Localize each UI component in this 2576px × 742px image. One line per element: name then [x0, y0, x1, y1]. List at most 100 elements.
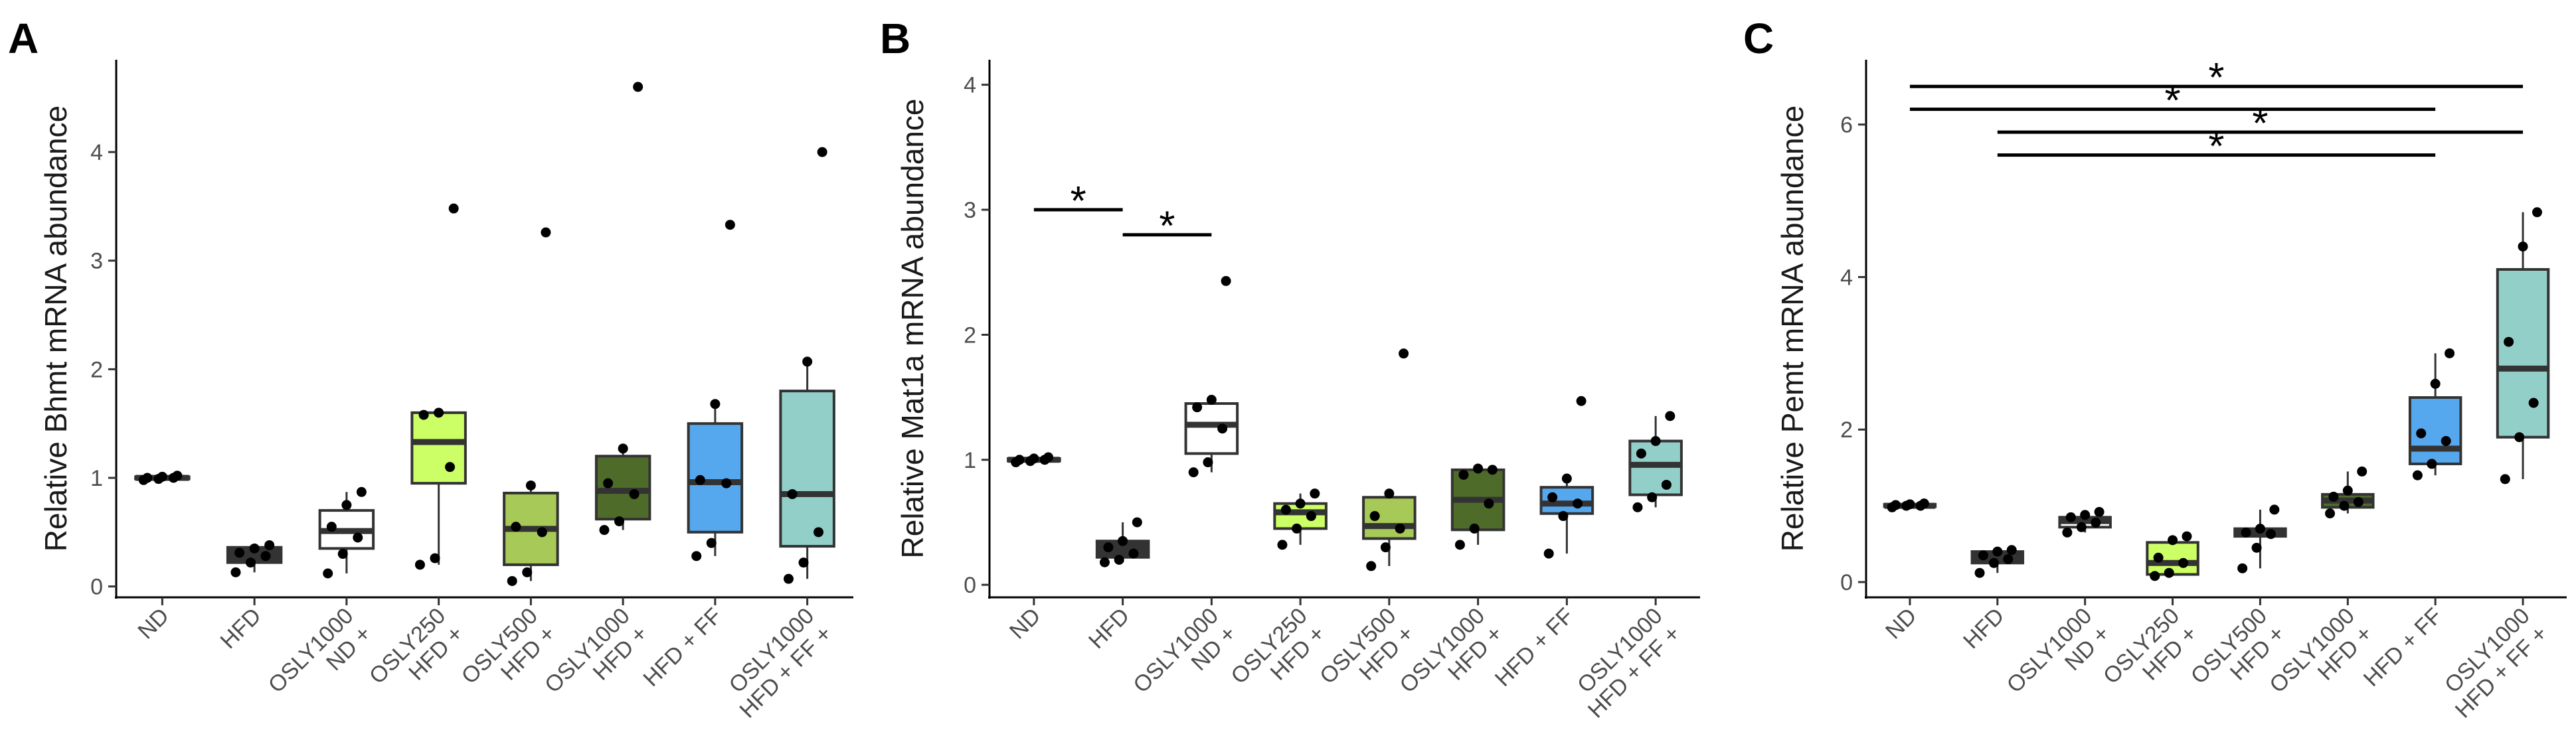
data-point: [2076, 522, 2087, 532]
data-point: [1310, 488, 1320, 499]
data-point: [2514, 432, 2525, 443]
data-point: [2094, 506, 2104, 517]
data-point: [1661, 479, 1672, 490]
data-point: [1458, 469, 1469, 480]
data-point: [1217, 423, 1228, 434]
data-point: [264, 540, 275, 550]
x-tick-label-line: ND: [1005, 603, 1046, 644]
y-tick-label: 2: [90, 357, 103, 382]
data-point: [2504, 336, 2514, 347]
data-point: [2532, 207, 2542, 218]
data-point: [1647, 492, 1658, 502]
data-point: [725, 220, 735, 230]
data-point: [1561, 473, 1572, 484]
data-point: [2441, 435, 2451, 446]
data-point: [1473, 463, 1484, 474]
y-tick-label: 2: [1840, 417, 1853, 443]
box-nd-osly1000: [318, 486, 375, 579]
data-point: [2255, 524, 2265, 534]
x-tick-label: HFD +OSLY500: [457, 603, 560, 689]
box-hfd-osly250: [410, 203, 467, 570]
data-point: [1384, 488, 1395, 499]
data-point: [2091, 517, 2101, 528]
data-point: [798, 557, 809, 568]
box-nd: [134, 471, 191, 485]
y-tick-label: 4: [964, 73, 976, 98]
data-point: [1132, 517, 1142, 528]
y-axis-label: Relative Pemt mRNA abundance: [1775, 106, 1810, 552]
significance-star: *: [2208, 55, 2224, 101]
data-point: [326, 522, 337, 532]
x-tick-label-line: HFD + FF: [638, 603, 727, 692]
y-tick-label: 3: [964, 198, 976, 223]
data-point: [430, 553, 440, 563]
box-body: [1628, 439, 1683, 496]
data-point: [2164, 567, 2174, 578]
box-body: [594, 455, 651, 521]
significance-star: *: [1159, 204, 1175, 250]
data-point: [2003, 554, 2014, 565]
data-point: [633, 82, 644, 92]
data-point: [2430, 378, 2441, 389]
y-axis-label: Relative Bhmt mRNA abundance: [39, 106, 73, 552]
data-point: [1636, 448, 1646, 459]
box-hfd-osly500: [503, 227, 559, 586]
box-hfd: [226, 540, 283, 577]
box-body: [2496, 267, 2550, 439]
data-point: [522, 567, 533, 577]
y-tick-label: 4: [90, 140, 103, 165]
data-point: [230, 567, 241, 577]
box-hfd-ff: [1539, 396, 1594, 559]
data-point: [353, 532, 363, 543]
data-point: [783, 573, 794, 584]
data-point: [1380, 542, 1391, 553]
data-point: [448, 203, 459, 214]
y-tick-label: 0: [90, 575, 103, 600]
x-tick-label: HFD + FF +OSLY1000: [2440, 603, 2553, 723]
data-point: [2339, 500, 2350, 511]
data-point: [142, 473, 153, 483]
box-hfd-osly500: [2233, 504, 2287, 573]
x-tick-label: ND: [1005, 603, 1046, 644]
data-point: [2178, 557, 2189, 568]
x-tick-label: HFD +OSLY250: [365, 603, 468, 689]
box-nd-osly1000: [2058, 506, 2112, 538]
data-point: [537, 527, 547, 538]
data-point: [2237, 563, 2248, 573]
significance-star: *: [2164, 78, 2180, 124]
data-point: [721, 478, 732, 488]
data-point: [2168, 535, 2178, 546]
data-point: [1978, 550, 1988, 561]
box-hfd-osly250: [1273, 488, 1328, 550]
data-point: [1188, 467, 1199, 478]
x-tick-label: HFD: [215, 603, 266, 654]
data-point: [1306, 511, 1316, 522]
data-point: [1905, 499, 1915, 510]
box-hfd-ff: [687, 220, 744, 561]
y-tick-label: 6: [1840, 113, 1853, 138]
data-point: [2153, 552, 2164, 563]
data-point: [2445, 348, 2455, 358]
panel-letter: B: [880, 15, 910, 62]
data-point: [618, 443, 628, 454]
data-point: [511, 522, 521, 532]
data-point: [1369, 511, 1380, 522]
box-body: [1362, 496, 1417, 540]
data-point: [2412, 470, 2423, 481]
data-point: [414, 559, 425, 570]
x-tick-label: HFD +OSLY500: [1315, 603, 1418, 689]
x-tick-label: HFD +OSLY1000: [1395, 603, 1508, 698]
data-point: [1547, 492, 1558, 502]
data-point: [2182, 531, 2192, 542]
data-point: [234, 548, 245, 558]
y-tick-label: 4: [1840, 265, 1853, 290]
box-hfd: [1095, 517, 1150, 567]
data-point: [710, 399, 721, 409]
box-body: [779, 390, 835, 548]
data-point: [1484, 498, 1494, 509]
data-point: [2265, 529, 2276, 540]
x-tick-label: HFD +OSLY250: [1226, 603, 1330, 689]
data-point: [2528, 398, 2539, 408]
y-tick-label: 1: [964, 448, 976, 473]
